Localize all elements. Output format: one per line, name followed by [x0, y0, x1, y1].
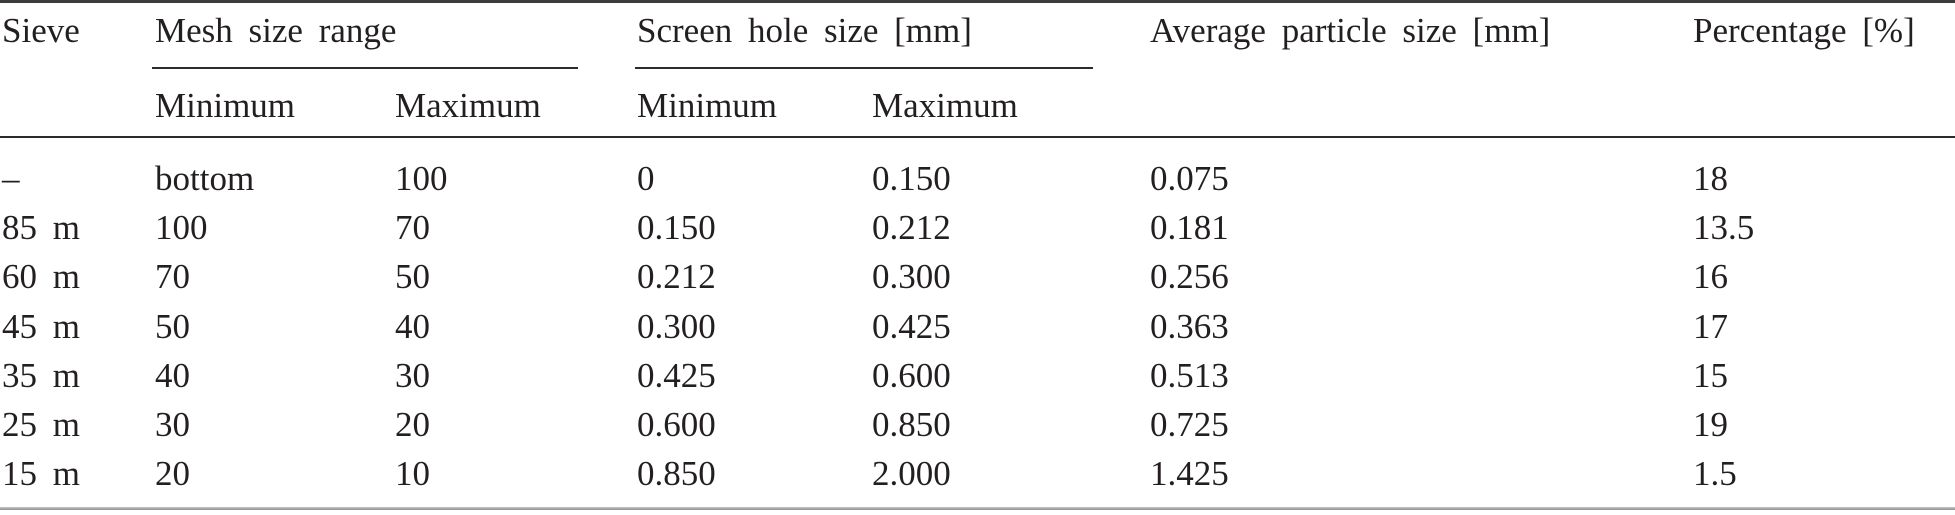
- column-group-screen-hole: Screen hole size [mm]: [637, 11, 972, 50]
- cell-sieve: 45 m: [2, 307, 80, 346]
- cell-avg-size: 0.513: [1150, 356, 1229, 395]
- screen-group-underline: [635, 67, 1093, 69]
- cell-percentage: 13.5: [1693, 208, 1755, 247]
- cell-percentage: 1.5: [1693, 454, 1737, 493]
- cell-avg-size: 1.425: [1150, 454, 1229, 493]
- cell-mesh-min: 70: [155, 257, 190, 296]
- cell-screen-max: 0.150: [872, 159, 951, 198]
- cell-sieve: –: [2, 159, 20, 198]
- cell-mesh-min: 50: [155, 307, 190, 346]
- cell-mesh-max: 50: [395, 257, 430, 296]
- cell-sieve: 35 m: [2, 356, 80, 395]
- cell-sieve: 85 m: [2, 208, 80, 247]
- cell-screen-min: 0.300: [637, 307, 716, 346]
- cell-mesh-max: 100: [395, 159, 448, 198]
- cell-mesh-min: 100: [155, 208, 208, 247]
- cell-screen-max: 0.300: [872, 257, 951, 296]
- cell-avg-size: 0.181: [1150, 208, 1229, 247]
- cell-mesh-max: 30: [395, 356, 430, 395]
- cell-avg-size: 0.075: [1150, 159, 1229, 198]
- table-top-rule: [0, 0, 1955, 3]
- cell-screen-min: 0.850: [637, 454, 716, 493]
- cell-mesh-max: 10: [395, 454, 430, 493]
- cell-screen-min: 0.150: [637, 208, 716, 247]
- cell-screen-max: 2.000: [872, 454, 951, 493]
- cell-avg-size: 0.725: [1150, 405, 1229, 444]
- table-bottom-rule: [0, 507, 1955, 510]
- mesh-group-underline: [152, 67, 578, 69]
- cell-percentage: 18: [1693, 159, 1728, 198]
- cell-sieve: 15 m: [2, 454, 80, 493]
- cell-screen-max: 0.600: [872, 356, 951, 395]
- column-header-percentage: Percentage [%]: [1693, 11, 1915, 50]
- cell-avg-size: 0.363: [1150, 307, 1229, 346]
- cell-mesh-max: 20: [395, 405, 430, 444]
- column-header-average-size: Average particle size [mm]: [1150, 11, 1551, 50]
- cell-percentage: 15: [1693, 356, 1728, 395]
- cell-mesh-min: 20: [155, 454, 190, 493]
- cell-screen-max: 0.850: [872, 405, 951, 444]
- cell-avg-size: 0.256: [1150, 257, 1229, 296]
- table-header-rule: [0, 136, 1955, 138]
- subheader-screen-maximum: Maximum: [872, 86, 1018, 125]
- cell-mesh-max: 70: [395, 208, 430, 247]
- cell-mesh-min: 40: [155, 356, 190, 395]
- cell-screen-min: 0.600: [637, 405, 716, 444]
- cell-screen-min: 0.212: [637, 257, 716, 296]
- cell-percentage: 19: [1693, 405, 1728, 444]
- cell-mesh-max: 40: [395, 307, 430, 346]
- column-group-mesh-size: Mesh size range: [155, 11, 397, 50]
- cell-mesh-min: bottom: [155, 159, 255, 198]
- cell-screen-max: 0.425: [872, 307, 951, 346]
- column-header-sieve: Sieve: [2, 11, 80, 50]
- cell-screen-min: 0: [637, 159, 655, 198]
- cell-screen-max: 0.212: [872, 208, 951, 247]
- cell-sieve: 25 m: [2, 405, 80, 444]
- subheader-mesh-minimum: Minimum: [155, 86, 296, 125]
- cell-percentage: 17: [1693, 307, 1728, 346]
- subheader-mesh-maximum: Maximum: [395, 86, 541, 125]
- subheader-screen-minimum: Minimum: [637, 86, 778, 125]
- cell-screen-min: 0.425: [637, 356, 716, 395]
- cell-mesh-min: 30: [155, 405, 190, 444]
- cell-sieve: 60 m: [2, 257, 80, 296]
- cell-percentage: 16: [1693, 257, 1728, 296]
